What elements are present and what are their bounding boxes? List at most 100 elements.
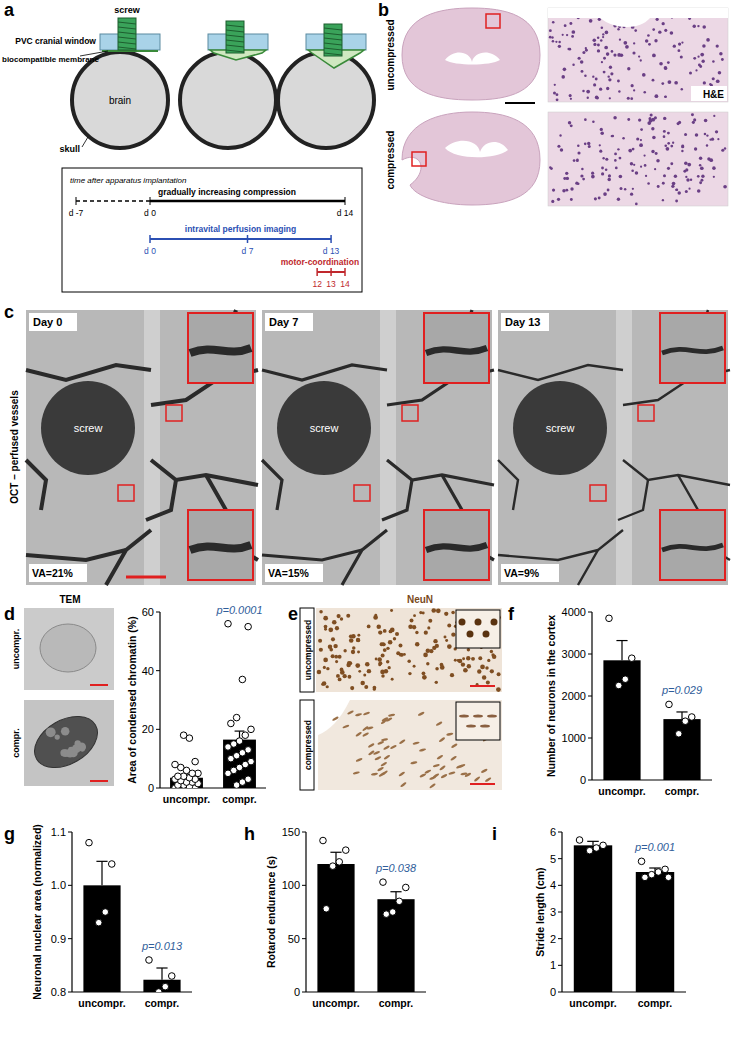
neuron: [362, 732, 369, 738]
cell-nucleus: [630, 162, 633, 165]
neuron: [474, 776, 481, 782]
data-point: [576, 837, 583, 844]
data-point: [245, 623, 252, 630]
neuron: [485, 666, 488, 669]
cell-nucleus: [592, 121, 595, 124]
cell-nucleus: [709, 158, 713, 162]
cell-nucleus: [684, 161, 688, 165]
screw-thread: [226, 40, 244, 42]
cell-nucleus: [697, 56, 699, 58]
cell-nucleus: [593, 83, 596, 86]
y-tick-label: 0.9: [51, 933, 66, 945]
ventricle: [445, 141, 508, 158]
y-tick-label: 2000: [562, 690, 586, 702]
row-label: compr.: [11, 728, 21, 758]
neuron: [367, 624, 371, 628]
cell-nucleus: [550, 167, 553, 170]
cell-nucleus: [697, 25, 699, 27]
neuron: [343, 649, 346, 652]
cell-nucleus: [627, 67, 630, 70]
cell-nucleus: [604, 46, 608, 50]
cell-nucleus: [599, 88, 602, 91]
error-bar-cap: [616, 640, 627, 641]
cell-nucleus: [601, 61, 603, 63]
panel-letter: b: [378, 0, 389, 20]
p-value: p=0.038: [375, 862, 417, 874]
y-tick: [588, 780, 592, 781]
cell-nucleus: [557, 198, 560, 201]
neuron: [324, 625, 328, 629]
cell-nucleus: [664, 67, 667, 70]
cell-nucleus: [659, 62, 663, 66]
screw: [226, 21, 244, 53]
cell-nucleus: [584, 75, 587, 78]
neuron: [338, 677, 342, 681]
cell-nucleus: [552, 188, 555, 191]
neuron: [497, 672, 501, 676]
timeline-day: d 7: [242, 246, 254, 256]
cell-nucleus: [636, 137, 639, 140]
neuron: [446, 732, 453, 736]
cell-nucleus: [677, 49, 680, 52]
cell-nucleus: [645, 175, 647, 177]
cell-nucleus: [667, 142, 670, 145]
cell-nucleus: [706, 134, 708, 136]
cell-nucleus: [558, 45, 561, 48]
cell-nucleus: [606, 87, 609, 90]
micrograph: [316, 608, 502, 692]
cell-nucleus: [652, 136, 656, 140]
neuron: [346, 614, 350, 618]
y-tick-label: 20: [142, 723, 154, 735]
cell-nucleus: [638, 55, 640, 57]
cell-nucleus: [640, 59, 642, 61]
data-point: [342, 847, 349, 854]
data-point: [336, 859, 343, 866]
neuron: [319, 610, 322, 613]
chromatin-patch: [55, 734, 60, 739]
neuron: [357, 651, 360, 654]
y-tick: [156, 612, 160, 613]
cell-nucleus: [582, 178, 585, 181]
nucleus: [40, 624, 96, 672]
cell-nucleus: [630, 97, 633, 100]
cell-nucleus: [647, 182, 650, 185]
neuron: [368, 743, 375, 749]
neuron: [383, 629, 387, 633]
data-point: [648, 871, 655, 878]
plot-area: [83, 839, 180, 992]
schematic-label: brain: [109, 95, 131, 106]
neuron: [334, 655, 338, 659]
cell-nucleus: [560, 148, 563, 151]
vessel: [262, 460, 282, 510]
screw: [277, 381, 371, 475]
neuron: [322, 681, 327, 686]
cell-nucleus: [596, 97, 599, 100]
bar: [663, 719, 700, 780]
vessel: [26, 550, 126, 560]
screw: [513, 381, 607, 475]
cell-nucleus: [584, 118, 587, 121]
neuron: [349, 638, 354, 643]
cell-nucleus: [719, 52, 722, 55]
vessel: [262, 550, 362, 560]
cell-nucleus: [566, 177, 569, 180]
neuron: [419, 611, 422, 614]
cell-nucleus: [647, 34, 650, 37]
data-point: [688, 714, 695, 721]
neuron: [383, 745, 390, 751]
cell-nucleus: [703, 81, 706, 84]
cell-nucleus: [670, 145, 673, 148]
x-tick-label: uncompr.: [598, 785, 645, 797]
neuron: [462, 657, 465, 660]
neuron: [413, 614, 416, 617]
row-label: uncompressed: [385, 19, 396, 90]
cell-nucleus: [559, 134, 561, 136]
day-label: Day 7: [269, 316, 298, 328]
timeline-label: gradually increasing compression: [158, 187, 296, 197]
data-point: [172, 761, 179, 768]
neuron: [487, 659, 490, 662]
bar-chart: i0123456Stride length (cm)uncompr.compr.…: [492, 824, 686, 1009]
neuron: [433, 764, 440, 768]
cell-nucleus: [561, 75, 565, 79]
timeline-day: 12: [312, 279, 322, 289]
